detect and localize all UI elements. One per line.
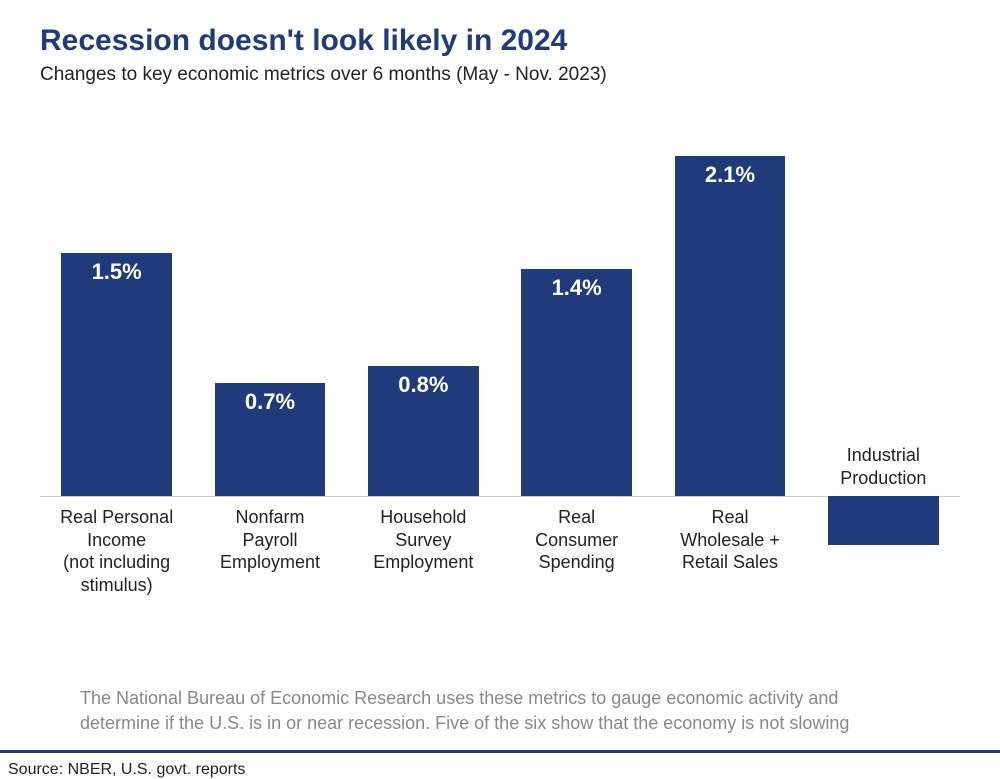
bar-value-label: 1.5%: [61, 259, 171, 285]
bar-value-label: 2.1%: [675, 162, 785, 188]
bar-value-label: 0.7%: [215, 389, 325, 415]
category-label: Real PersonalIncome(not includingstimulu…: [40, 506, 193, 596]
bar-value-label: -0.3%: [828, 517, 938, 543]
source-text: Source: NBER, U.S. govt. reports: [8, 761, 1000, 779]
chart-subtitle: Changes to key economic metrics over 6 m…: [40, 64, 960, 86]
footer-rule: [0, 750, 1000, 753]
category-label: RealWholesale +Retail Sales: [653, 506, 806, 574]
bar: [675, 156, 785, 496]
chart-title: Recession doesn't look likely in 2024: [40, 24, 960, 58]
bar: [521, 269, 631, 496]
bar-chart: 1.5%Real PersonalIncome(not includingsti…: [40, 96, 960, 576]
bar-value-label: 1.4%: [521, 275, 631, 301]
x-axis: [40, 496, 960, 497]
category-label: NonfarmPayrollEmployment: [193, 506, 346, 574]
chart-description: The National Bureau of Economic Research…: [80, 686, 920, 736]
bar-value-label: 0.8%: [368, 372, 478, 398]
category-label: RealConsumerSpending: [500, 506, 653, 574]
category-label: HouseholdSurveyEmployment: [347, 506, 500, 574]
category-label: IndustrialProduction: [807, 444, 960, 489]
bar: [61, 253, 171, 496]
